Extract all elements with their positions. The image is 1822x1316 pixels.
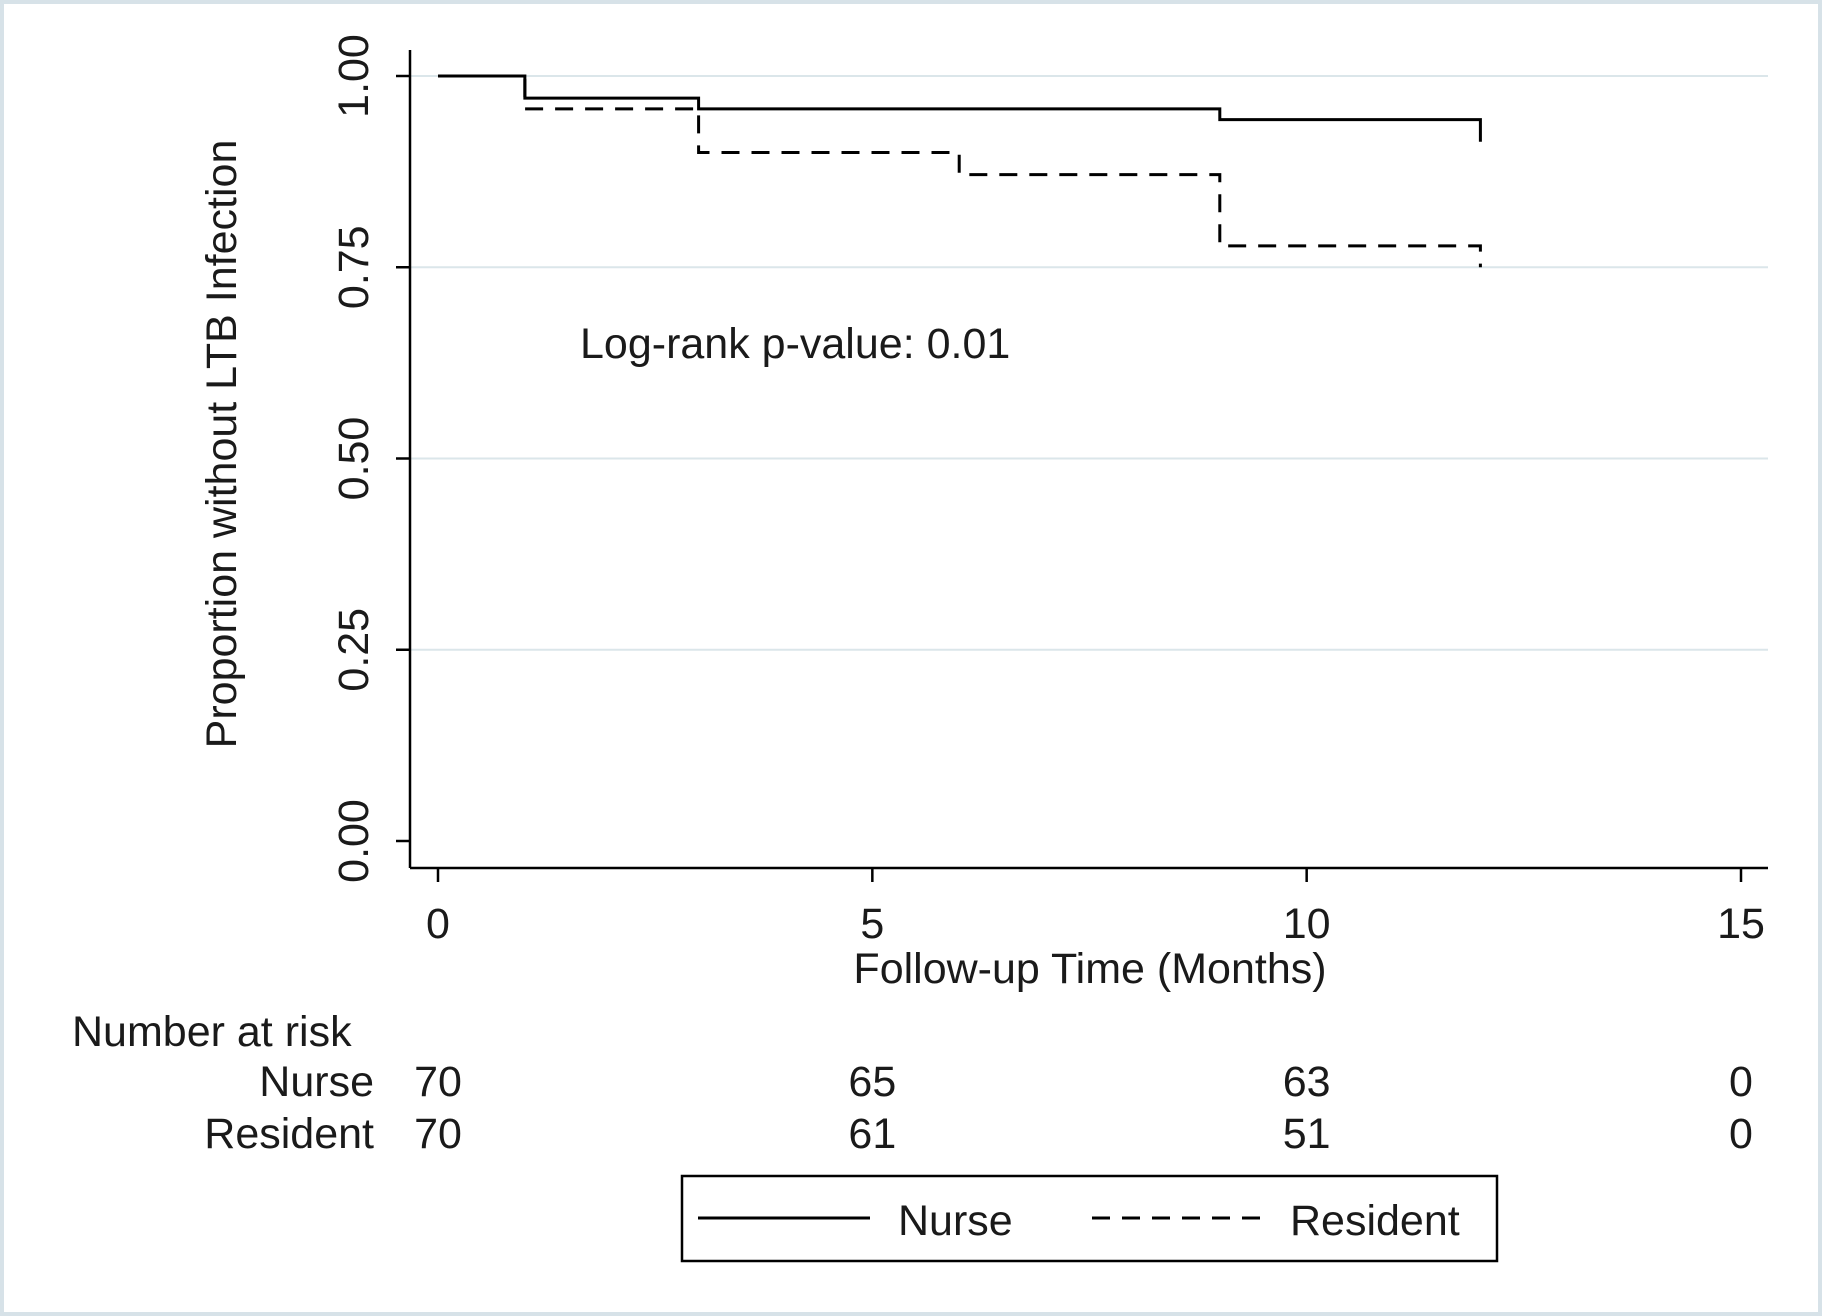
risk-count: 51 — [1283, 1110, 1331, 1158]
tick-marks — [396, 74, 1743, 882]
x-tick-label: 15 — [1717, 900, 1765, 948]
x-tick-labels: 0 5 10 15 — [426, 900, 1765, 948]
x-tick-label: 10 — [1283, 900, 1331, 948]
logrank-annotation: Log-rank p-value: 0.01 — [580, 320, 1010, 368]
x-axis-label: Follow-up Time (Months) — [853, 945, 1326, 993]
y-tick-labels: 0.00 0.25 0.50 0.75 1.00 — [330, 34, 378, 883]
risk-count: 63 — [1283, 1058, 1331, 1106]
risk-count: 70 — [414, 1110, 462, 1158]
risk-table-header: Number at risk — [72, 1008, 352, 1056]
x-tick-label: 5 — [860, 900, 884, 948]
y-tick-label: 1.00 — [330, 34, 378, 118]
y-tick-label: 0.00 — [330, 799, 378, 883]
risk-count: 0 — [1729, 1058, 1753, 1106]
y-axis-label: Proportion without LTB Infection — [198, 140, 246, 749]
risk-count: 61 — [848, 1110, 896, 1158]
legend: Nurse Resident — [680, 1174, 1499, 1263]
resident-curve — [438, 74, 1482, 268]
y-tick-label: 0.25 — [330, 608, 378, 692]
legend-resident-label: Resident — [1290, 1197, 1460, 1245]
number-at-risk-table: Number at risk Nurse 70 65 63 0 Resident 70 61 5… — [72, 1008, 1753, 1158]
risk-count: 70 — [414, 1058, 462, 1106]
grid-lines — [410, 75, 1768, 651]
x-tick-label: 0 — [426, 900, 450, 948]
risk-count: 0 — [1729, 1110, 1753, 1158]
risk-count: 65 — [848, 1058, 896, 1106]
risk-row-label: Resident — [204, 1110, 374, 1158]
survival-curves — [438, 74, 1482, 268]
y-tick-label: 0.75 — [330, 225, 378, 309]
legend-nurse-label: Nurse — [898, 1197, 1013, 1245]
risk-row-label: Nurse — [259, 1058, 374, 1106]
y-tick-label: 0.50 — [330, 417, 378, 501]
